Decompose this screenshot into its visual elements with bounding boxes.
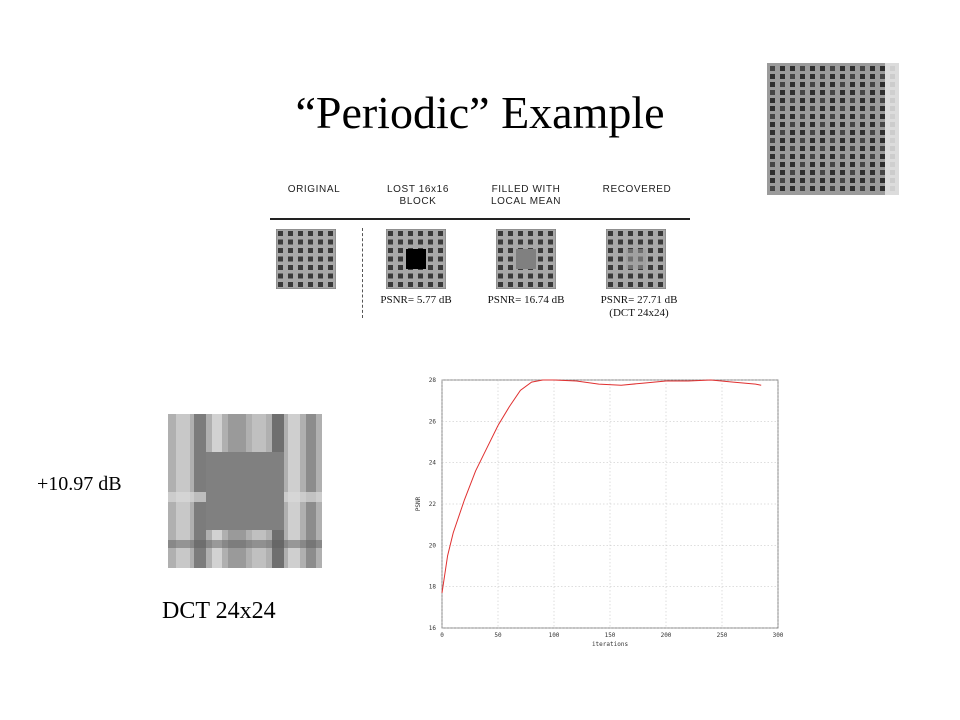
x-tick-label: 200 (661, 632, 672, 639)
x-axis-label: iterations (592, 641, 629, 648)
slide-title: “Periodic” Example (295, 87, 665, 138)
col-header-recovered: RECOVERED (602, 184, 672, 195)
dashed-separator (362, 228, 363, 318)
y-tick-label: 24 (429, 460, 437, 467)
x-tick-label: 250 (717, 632, 728, 639)
psnr-gain-label: +10.97 dB (37, 473, 122, 495)
thumb-recovered (606, 229, 666, 289)
header-rule (270, 218, 690, 220)
y-tick-label: 22 (429, 501, 437, 508)
building-photo (767, 63, 899, 195)
psnr-filled: PSNR= 16.74 dB (487, 294, 565, 306)
psnr-recovered: PSNR= 27.71 dB (DCT 24x24) (600, 294, 678, 319)
psnr-chart: 0 50 100 150 200 250 300 16 18 20 22 24 26 28 iterati… (415, 377, 784, 648)
x-tick-label: 50 (494, 632, 502, 639)
thumb-original (276, 229, 336, 289)
psnr-series-line (441, 379, 762, 593)
x-tick-label: 100 (549, 632, 560, 639)
x-tick-label: 150 (605, 632, 616, 639)
y-tick-label: 18 (429, 584, 437, 591)
thumb-lost-block (386, 229, 446, 289)
zoomed-recovered-image (168, 414, 322, 568)
comparison-figure: ORIGINAL LOST 16x16 BLOCK FILLED WITH LO… (264, 176, 704, 326)
thumb-local-mean (496, 229, 556, 289)
y-tick-label: 28 (429, 377, 437, 384)
col-header-lost: LOST 16x16 BLOCK (387, 184, 449, 207)
col-header-filled: FILLED WITH LOCAL MEAN (490, 184, 562, 207)
zoom-caption: DCT 24x24 (162, 598, 276, 624)
x-tick-label: 0 (440, 632, 444, 639)
y-tick-label: 16 (429, 625, 437, 632)
y-tick-label: 26 (429, 418, 437, 425)
col-header-original: ORIGINAL (287, 184, 341, 195)
y-tick-label: 20 (429, 542, 437, 549)
y-axis-label: PSNR (415, 496, 422, 511)
psnr-lost: PSNR= 5.77 dB (380, 294, 452, 306)
x-tick-label: 300 (773, 632, 784, 639)
